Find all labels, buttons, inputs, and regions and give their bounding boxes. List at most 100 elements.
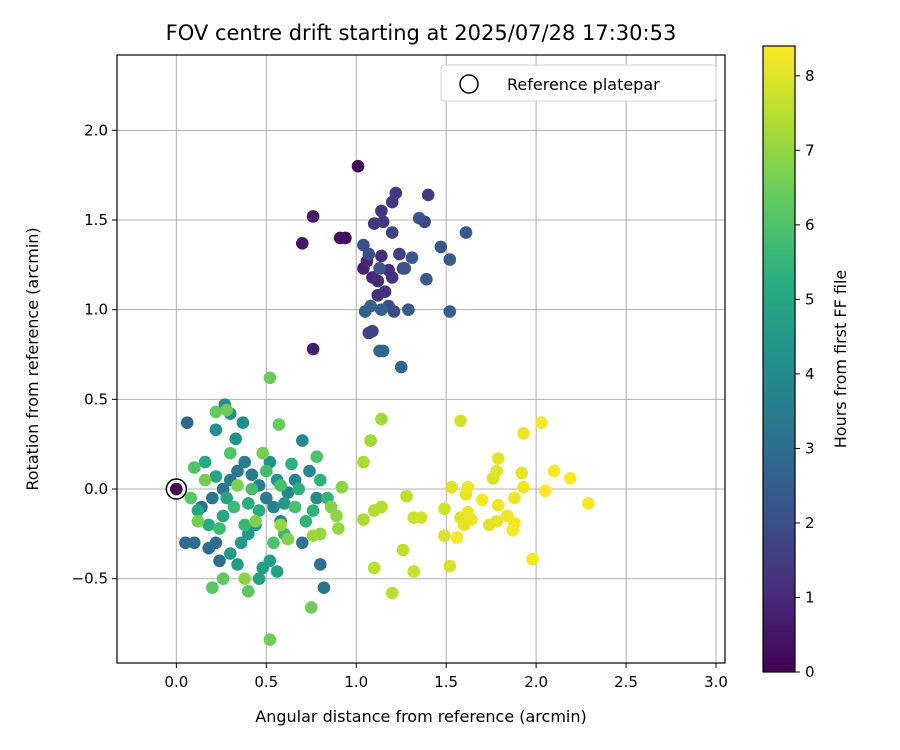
data-point xyxy=(227,500,241,514)
colorbar-tick-label: 2 xyxy=(805,514,815,532)
data-point xyxy=(296,237,309,250)
data-point xyxy=(278,497,291,510)
data-point xyxy=(443,253,457,266)
data-point xyxy=(375,412,388,426)
data-point xyxy=(274,479,288,492)
data-point xyxy=(385,586,399,600)
data-point xyxy=(357,513,370,526)
y-tick-label: 0.5 xyxy=(84,390,108,408)
data-point xyxy=(206,581,219,594)
data-point xyxy=(216,572,230,585)
data-point xyxy=(438,502,451,516)
data-point xyxy=(306,342,320,356)
data-point xyxy=(367,561,381,575)
colorbar-ticks: 0 1 2 3 4 5 6 7 8 xyxy=(795,67,815,681)
data-point xyxy=(459,226,473,239)
data-point xyxy=(296,536,309,550)
data-point xyxy=(179,536,192,550)
colorbar: 0 1 2 3 4 5 6 7 8 Hours from first FF file xyxy=(762,45,850,681)
data-point xyxy=(314,473,327,487)
data-point xyxy=(263,554,277,568)
data-point xyxy=(421,188,435,202)
data-point xyxy=(492,452,505,465)
x-tick-label: 2.5 xyxy=(614,673,638,691)
data-point xyxy=(434,240,448,254)
x-axis-ticks: 0.0 0.5 1.0 1.5 2.0 2.5 3.0 xyxy=(164,663,728,691)
colorbar-tick-label: 1 xyxy=(805,588,815,606)
data-point xyxy=(378,285,392,299)
data-point xyxy=(209,423,223,437)
data-point xyxy=(229,432,242,446)
x-tick-label: 2.0 xyxy=(524,673,548,691)
data-point xyxy=(306,529,320,542)
data-point xyxy=(396,543,410,557)
data-point xyxy=(310,491,324,505)
data-point xyxy=(220,403,233,417)
data-point xyxy=(547,464,561,478)
data-point xyxy=(465,513,478,526)
data-point xyxy=(242,497,255,510)
data-point xyxy=(188,536,201,550)
data-point xyxy=(351,159,365,173)
data-point xyxy=(508,491,521,505)
x-tick-label: 1.5 xyxy=(434,673,458,691)
data-point xyxy=(285,457,298,471)
data-point xyxy=(180,416,194,430)
y-tick-label: 2.0 xyxy=(84,121,108,139)
x-tick-label: 3.0 xyxy=(704,673,728,691)
data-point xyxy=(236,416,250,430)
data-point xyxy=(330,509,343,523)
data-point xyxy=(445,480,458,494)
data-point xyxy=(209,405,223,419)
data-point xyxy=(306,210,320,223)
data-point xyxy=(238,455,251,469)
data-point xyxy=(443,559,457,573)
data-point xyxy=(198,455,212,469)
data-point xyxy=(475,493,489,507)
data-point xyxy=(310,450,324,464)
data-point xyxy=(398,262,412,275)
data-point xyxy=(299,515,313,528)
data-point xyxy=(393,247,406,261)
data-point xyxy=(224,547,237,560)
data-point xyxy=(249,515,262,528)
data-point xyxy=(245,482,259,496)
y-tick-label: 1.5 xyxy=(84,211,108,229)
data-point xyxy=(231,479,244,492)
data-point xyxy=(209,536,223,550)
data-point xyxy=(198,473,212,487)
legend: Reference platepar xyxy=(440,64,717,102)
data-points xyxy=(165,159,595,646)
data-point xyxy=(375,249,388,263)
data-point xyxy=(317,581,331,594)
data-point xyxy=(234,536,248,550)
data-point xyxy=(272,418,286,431)
data-point xyxy=(385,271,399,284)
grid-lines xyxy=(117,55,725,663)
data-point xyxy=(438,529,451,542)
reference-point xyxy=(170,482,183,496)
data-point xyxy=(263,371,277,385)
data-point xyxy=(191,504,205,517)
colorbar-tick-label: 7 xyxy=(805,141,815,159)
data-point xyxy=(314,558,327,571)
colorbar-gradient xyxy=(762,45,796,673)
data-point xyxy=(202,518,215,532)
data-point xyxy=(490,515,503,528)
data-point xyxy=(400,489,413,503)
data-point xyxy=(238,518,251,532)
data-point xyxy=(508,516,521,530)
data-point xyxy=(407,565,421,578)
data-point xyxy=(288,500,302,514)
colorbar-tick-label: 3 xyxy=(805,439,815,457)
data-point xyxy=(252,572,266,585)
data-point xyxy=(373,262,386,275)
data-point xyxy=(281,532,295,546)
data-point xyxy=(450,531,464,544)
data-point xyxy=(357,455,370,469)
data-point xyxy=(492,498,505,512)
data-point xyxy=(364,299,377,313)
data-point xyxy=(267,500,280,514)
data-point xyxy=(303,464,316,478)
